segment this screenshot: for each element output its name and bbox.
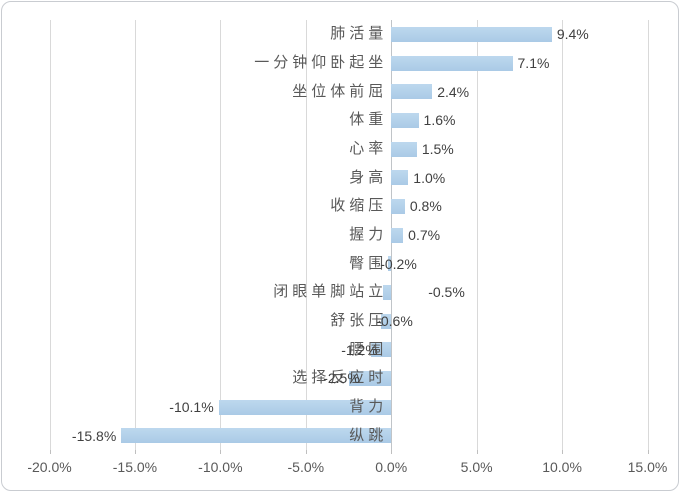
- category-label: 坐位体前屈: [292, 82, 388, 100]
- category-label: 腰围: [349, 340, 388, 358]
- value-label: 1.6%: [423, 112, 456, 129]
- gridline: [305, 20, 307, 450]
- bar: [218, 399, 392, 415]
- value-label: -0.2%: [380, 255, 417, 272]
- axis-tick-mark: [476, 450, 478, 454]
- value-label: 0.8%: [409, 198, 442, 215]
- bar: [391, 112, 419, 128]
- value-label: -10.1%: [169, 399, 214, 415]
- value-label: 7.1%: [517, 55, 550, 71]
- bar: [380, 313, 392, 329]
- x-axis-tick-label: -5.0%: [287, 459, 325, 475]
- category-label: 身高: [349, 168, 388, 186]
- x-axis-tick-label: 5.0%: [460, 459, 493, 475]
- bar: [121, 428, 392, 444]
- value-label: -2.5%: [323, 370, 360, 387]
- category-label: 闭眼单脚站立: [273, 283, 388, 301]
- category-label: 一分钟仰卧起坐: [254, 54, 388, 71]
- value-label: 1.5%: [421, 141, 454, 157]
- category-label: 肺活量: [330, 25, 388, 43]
- value-label: 9.4%: [556, 26, 589, 43]
- category-label: 心率: [349, 140, 388, 157]
- bar: [370, 342, 392, 358]
- bar: [387, 256, 392, 272]
- bar: [382, 284, 392, 300]
- x-axis-tick-label: -15.0%: [112, 459, 158, 475]
- bar: [391, 26, 552, 42]
- axis-tick-mark: [134, 450, 136, 454]
- gridline: [134, 20, 136, 450]
- category-label: 背力: [349, 398, 388, 415]
- value-label: 1.0%: [413, 169, 446, 186]
- axis-tick-mark: [562, 450, 564, 454]
- category-label: 舒张压: [330, 312, 388, 329]
- axis-tick-mark: [220, 450, 222, 454]
- bar: [391, 198, 405, 214]
- x-axis-tick-label: 15.0%: [627, 459, 668, 475]
- gridline: [220, 20, 222, 450]
- gridline: [476, 20, 478, 450]
- x-axis-tick-label: 0.0%: [375, 459, 408, 475]
- value-label: -0.5%: [428, 284, 465, 301]
- category-label: 握力: [349, 226, 388, 243]
- value-label: 2.4%: [437, 83, 470, 100]
- axis-tick-mark: [305, 450, 307, 454]
- bar: [348, 370, 392, 386]
- value-label: 0.7%: [408, 227, 441, 243]
- x-axis-tick-label: 10.0%: [542, 459, 582, 475]
- category-label: 纵跳: [349, 426, 388, 444]
- x-axis-tick-label: -20.0%: [27, 459, 72, 475]
- category-label: 体重: [349, 111, 388, 129]
- axis-tick-mark: [647, 450, 649, 454]
- bar: [391, 55, 513, 71]
- value-label: -15.8%: [71, 427, 117, 444]
- value-label: -0.6%: [376, 313, 413, 329]
- gridline: [562, 20, 564, 450]
- bar: [391, 170, 409, 186]
- category-label: 收缩压: [330, 197, 388, 215]
- x-axis-tick-label: -10.0%: [198, 459, 243, 475]
- value-label: -1.2%: [341, 341, 378, 358]
- bar: [391, 227, 404, 243]
- gridline: [647, 20, 649, 450]
- axis-tick-mark: [391, 450, 393, 454]
- axis-tick-mark: [49, 450, 51, 454]
- bar: [391, 84, 433, 100]
- bar: [391, 141, 417, 157]
- gridline: [49, 20, 51, 450]
- category-label: 臀围: [349, 254, 388, 272]
- category-label: 选择反应时: [292, 369, 388, 387]
